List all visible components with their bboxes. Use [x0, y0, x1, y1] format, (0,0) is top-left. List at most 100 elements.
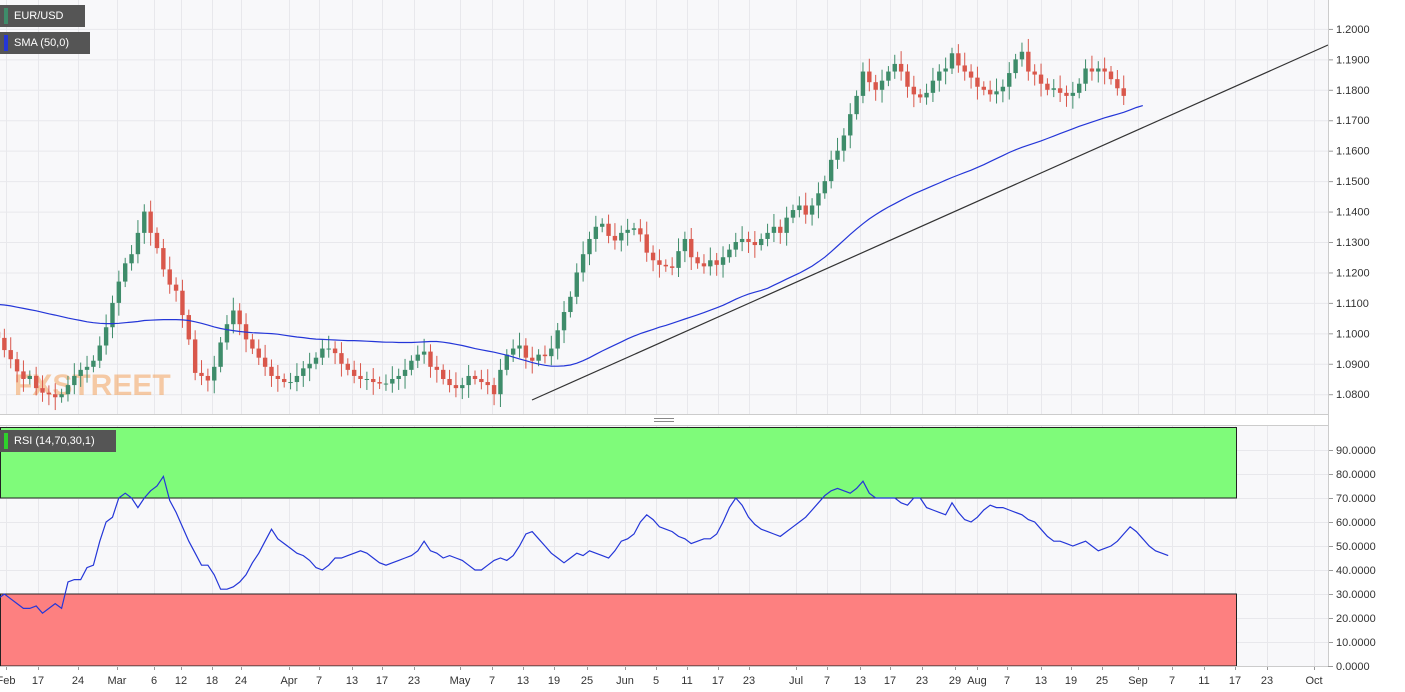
x-tick-label: 13 [346, 675, 358, 687]
candle-body [943, 68, 948, 72]
candle-body [574, 272, 579, 297]
candle-body [224, 324, 230, 343]
rsi-y-tick-label: 70.0000 [1336, 493, 1376, 505]
candle-body [784, 217, 789, 233]
legend-rsi[interactable]: RSI (14,70,30,1) [0, 430, 116, 452]
candle-body [212, 366, 217, 381]
candle-body [1038, 74, 1044, 84]
y-tick-label: 1.0800 [1336, 389, 1370, 401]
candle-body [485, 382, 490, 386]
candle-body [332, 348, 338, 354]
legend-sma[interactable]: SMA (50,0) [0, 32, 90, 54]
candle-body [421, 351, 427, 355]
candle-body [987, 89, 993, 95]
candle-body [33, 375, 39, 389]
candle-body [288, 382, 293, 384]
x-tick-label: Feb [0, 675, 15, 687]
candle-body [84, 366, 90, 370]
candle-body [657, 260, 662, 265]
candle-body [218, 342, 223, 367]
candle-body [103, 327, 109, 346]
candle-body [695, 257, 700, 264]
candle-body [650, 252, 656, 261]
candle-body [65, 385, 71, 395]
candle-body [434, 366, 440, 370]
candle-body [402, 369, 408, 376]
rsi-y-tick-label: 20.0000 [1336, 613, 1376, 625]
candle-body [587, 238, 592, 255]
candle-body [708, 260, 713, 267]
candle-body [1121, 88, 1126, 96]
candle-body [142, 211, 147, 233]
candle-body [1096, 68, 1101, 72]
candle-body [358, 375, 363, 379]
candle-body [371, 378, 376, 383]
legend-symbol[interactable]: EUR/USD [0, 5, 85, 27]
candle-body [1077, 83, 1082, 93]
candle-body [828, 159, 834, 182]
candle-body [250, 339, 255, 349]
x-tick-label: Mar [108, 675, 127, 687]
candle-body [669, 266, 675, 268]
candle-body [962, 65, 967, 72]
candle-body [415, 354, 420, 361]
candle-body [123, 263, 128, 282]
x-tick-label: 11 [1198, 675, 1209, 687]
date-axis: Feb 17 24 Mar 6 12 18 24 Apr 7 13 17 23 May 7 13 19 25 Jun… [0, 666, 1323, 687]
candle-body [886, 71, 891, 81]
candle-body [237, 310, 242, 325]
candle-body [879, 80, 885, 90]
x-tick-label: 25 [1096, 675, 1108, 687]
candle-body [1070, 92, 1076, 96]
y-tick-label: 1.1200 [1336, 267, 1370, 279]
x-tick-label: May [450, 675, 471, 687]
y-tick-label: 1.1400 [1336, 207, 1370, 219]
candle-body [129, 254, 134, 264]
x-tick-label: 23 [916, 675, 928, 687]
candle-body [282, 378, 287, 383]
candle-body [968, 71, 974, 78]
legend-symbol-swatch [4, 8, 8, 24]
rsi-axis: 0.0000 10.0000 20.0000 30.0000 40.0000 50.000… [1328, 445, 1376, 673]
rsi-line [0, 474, 1169, 615]
x-tick-label: Jun [616, 675, 634, 687]
rsi-y-tick-label: 50.0000 [1336, 541, 1376, 553]
candle-body [898, 63, 904, 72]
candle-body [873, 82, 878, 90]
candle-body [472, 375, 478, 379]
candle-body [612, 235, 618, 241]
rsi-y-tick-label: 60.0000 [1336, 517, 1376, 529]
candle-body [835, 150, 840, 160]
x-tick-label: 13 [854, 675, 866, 687]
y-tick-label: 1.1500 [1336, 176, 1370, 188]
candle-body [396, 375, 401, 379]
candle-body [275, 375, 281, 379]
candle-body [892, 63, 897, 72]
candle-body [523, 345, 529, 358]
watermark: FXSTREET [14, 369, 171, 402]
candle-body [53, 394, 58, 398]
x-tick-label: 17 [32, 675, 44, 687]
candle-body [956, 53, 961, 66]
candle-body [72, 375, 77, 386]
candle-body [97, 345, 102, 361]
candle-body [498, 369, 503, 395]
x-tick-label: Sep [1128, 675, 1148, 687]
candle-body [510, 348, 516, 355]
x-tick-label: 7 [489, 675, 495, 687]
splitter-handle[interactable] [654, 418, 674, 422]
candle-body [841, 135, 847, 151]
x-tick-label: 7 [824, 675, 830, 687]
x-tick-label: 23 [743, 675, 755, 687]
candle-body [765, 232, 770, 239]
candle-body [27, 375, 32, 379]
y-tick-label: 1.1600 [1336, 146, 1370, 158]
candle-body [790, 210, 796, 218]
legend-sma-text: SMA (50,0) [14, 37, 70, 49]
candle-body [746, 238, 751, 243]
candle-body [231, 310, 236, 325]
candle-body [759, 238, 764, 246]
candle-body [161, 248, 166, 270]
candle-body [262, 357, 268, 367]
candle-body [1057, 88, 1063, 93]
